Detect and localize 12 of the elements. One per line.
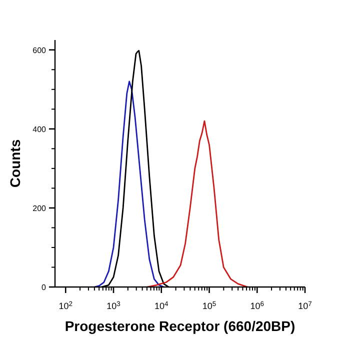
x-tick-label: 10$^{2}$ (58, 300, 73, 311)
y-tick-label: 400 (32, 124, 47, 134)
x-tick-label: 10$^{7}$ (298, 300, 312, 311)
x-tick-label: 10$^{3}$ (106, 300, 121, 311)
y-tick-label: 200 (32, 204, 47, 213)
x-tick-label: 10$^{5}$ (202, 300, 216, 311)
x-tick-label: 10$^{4}$ (154, 300, 168, 311)
x-axis-title: Progesterone Receptor (660/20BP) (64, 318, 296, 334)
y-tick-label: 600 (32, 46, 47, 55)
y-axis-title: Counts (7, 139, 23, 188)
x-tick-label: 10$^{6}$ (250, 300, 264, 311)
y-tick-label: 0 (42, 283, 47, 292)
